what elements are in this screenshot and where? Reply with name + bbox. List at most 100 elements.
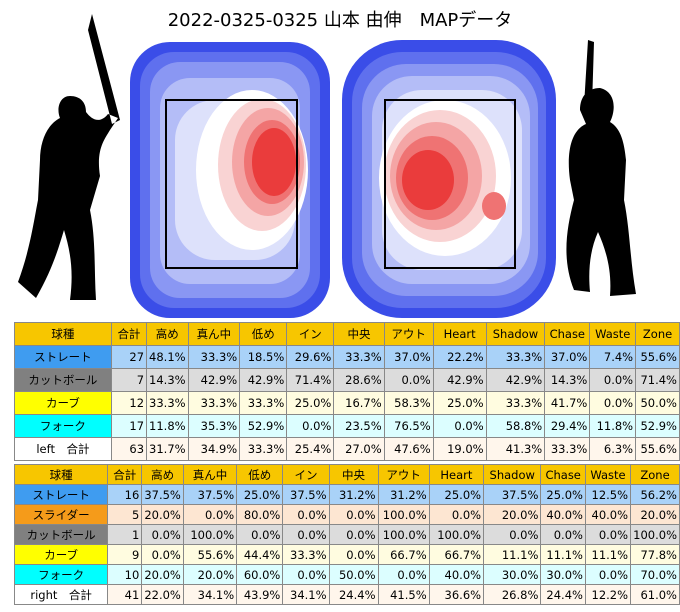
cell: 0.0% — [589, 391, 637, 415]
cell: 37.5% — [182, 484, 238, 505]
cell: 16.7% — [333, 391, 385, 415]
cell: 100.0% — [182, 524, 238, 545]
cell: 19.0% — [432, 437, 487, 461]
batter-left — [18, 14, 120, 300]
cell: 42.9% — [187, 368, 241, 392]
cell: 58.3% — [383, 391, 434, 415]
cell: 22.0% — [141, 584, 184, 605]
cell: 33.3% — [485, 345, 546, 369]
cell: 40.0% — [428, 564, 485, 585]
row-label: カーブ — [13, 544, 109, 565]
cell: 33.3% — [333, 345, 385, 369]
cell: 24.4% — [540, 584, 586, 605]
cell: 0.0% — [589, 368, 637, 392]
cell: 61.0% — [630, 584, 680, 605]
cell: 9 — [107, 544, 143, 565]
cell: 0.0% — [236, 524, 284, 545]
heat-layer — [402, 150, 454, 210]
cell: 7 — [110, 368, 148, 392]
cell: 100.0% — [377, 504, 430, 525]
cell: 35.3% — [187, 414, 241, 438]
cell: 100.0% — [377, 524, 430, 545]
cell: 33.3% — [239, 437, 288, 461]
cell: 17 — [110, 414, 148, 438]
cell: 20.0% — [483, 504, 542, 525]
cell: 0.0% — [141, 544, 184, 565]
cell: 25.4% — [286, 437, 335, 461]
row-label: カーブ — [14, 391, 112, 415]
cell: 0.0% — [282, 504, 330, 525]
cell: 11.8% — [589, 414, 637, 438]
cell: 63 — [110, 437, 148, 461]
cell: 41 — [107, 584, 143, 605]
cell: 42.9% — [432, 368, 487, 392]
cell: 12 — [110, 391, 148, 415]
cell: 80.0% — [236, 504, 284, 525]
cell: 20.0% — [182, 564, 238, 585]
cell: 33.3% — [282, 544, 330, 565]
cell: 12.2% — [584, 584, 632, 605]
cell: 33.3% — [485, 391, 546, 415]
row-label: カットボール — [13, 524, 109, 545]
cell: Chase — [540, 464, 586, 485]
cell: 34.9% — [187, 437, 241, 461]
cell: 0.0% — [584, 524, 632, 545]
cell: 34.1% — [182, 584, 238, 605]
cell: 70.0% — [630, 564, 680, 585]
cell: 14.3% — [544, 368, 591, 392]
cell: 30.0% — [483, 564, 542, 585]
cell: 0.0% — [432, 414, 487, 438]
cell: 25.0% — [540, 484, 586, 505]
cell: 31.7% — [146, 437, 189, 461]
cell: 0.0% — [182, 504, 238, 525]
cell: 50.0% — [328, 564, 379, 585]
cell: イン — [282, 464, 330, 485]
row-label: 球種 — [14, 322, 112, 346]
cell: Zone — [635, 322, 680, 346]
row-label: left 合計 — [14, 437, 112, 461]
cell: 37.5% — [282, 484, 330, 505]
data-row: ストレート 16 37.5% 37.5% 25.0% 37.5% 31.2% 31.2% 25.… — [13, 484, 680, 505]
cell: 100.0% — [428, 524, 485, 545]
cell: 33.3% — [544, 437, 591, 461]
cell: 0.0% — [584, 564, 632, 585]
cell: 37.0% — [383, 345, 434, 369]
cell: 合計 — [107, 464, 143, 485]
cell: Shadow — [483, 464, 542, 485]
heat-layer — [482, 192, 506, 220]
cell: 58.8% — [485, 414, 546, 438]
strike-zone — [384, 99, 516, 269]
strike-zone — [165, 99, 298, 269]
cell: 20.0% — [141, 564, 184, 585]
cell: 27 — [110, 345, 148, 369]
cell: 高め — [141, 464, 184, 485]
cell: 44.4% — [236, 544, 284, 565]
cell: 24.4% — [328, 584, 379, 605]
cell: 52.9% — [239, 414, 288, 438]
cell: 7.4% — [589, 345, 637, 369]
data-row: カーブ 12 33.3% 33.3% 33.3% 25.0% 16.7% 58.3% 25.0%… — [14, 391, 680, 415]
cell: 40.0% — [540, 504, 586, 525]
cell: 71.4% — [286, 368, 335, 392]
data-row: ストレート 27 48.1% 33.3% 18.5% 29.6% 33.3% 37.0% 22.… — [14, 345, 680, 369]
cell: 0.0% — [286, 414, 335, 438]
cell: 20.0% — [630, 504, 680, 525]
cell: 0.0% — [328, 504, 379, 525]
cell: 31.2% — [377, 484, 430, 505]
cell: 43.9% — [236, 584, 284, 605]
cell: 25.0% — [432, 391, 487, 415]
cell: 0.0% — [328, 544, 379, 565]
data-row: フォーク 17 11.8% 35.3% 52.9% 0.0% 23.5% 76.5% 0.0% 5… — [14, 414, 680, 438]
cell: 47.6% — [383, 437, 434, 461]
cell: 40.0% — [584, 504, 632, 525]
cell: 30.0% — [540, 564, 586, 585]
data-row: カットボール 7 14.3% 42.9% 42.9% 71.4% 28.6% 0.0% 42.9… — [14, 368, 680, 392]
cell: 55.6% — [182, 544, 238, 565]
cell: Zone — [630, 464, 680, 485]
cell: 11.8% — [146, 414, 189, 438]
cell: Heart — [428, 464, 485, 485]
cell: 31.2% — [328, 484, 379, 505]
header-row: 球種 合計 高め 真ん中 低め イン 中央 アウト Heart Shadow Chase Waste Z… — [14, 322, 680, 346]
cell: 0.0% — [483, 524, 542, 545]
cell: 60.0% — [236, 564, 284, 585]
